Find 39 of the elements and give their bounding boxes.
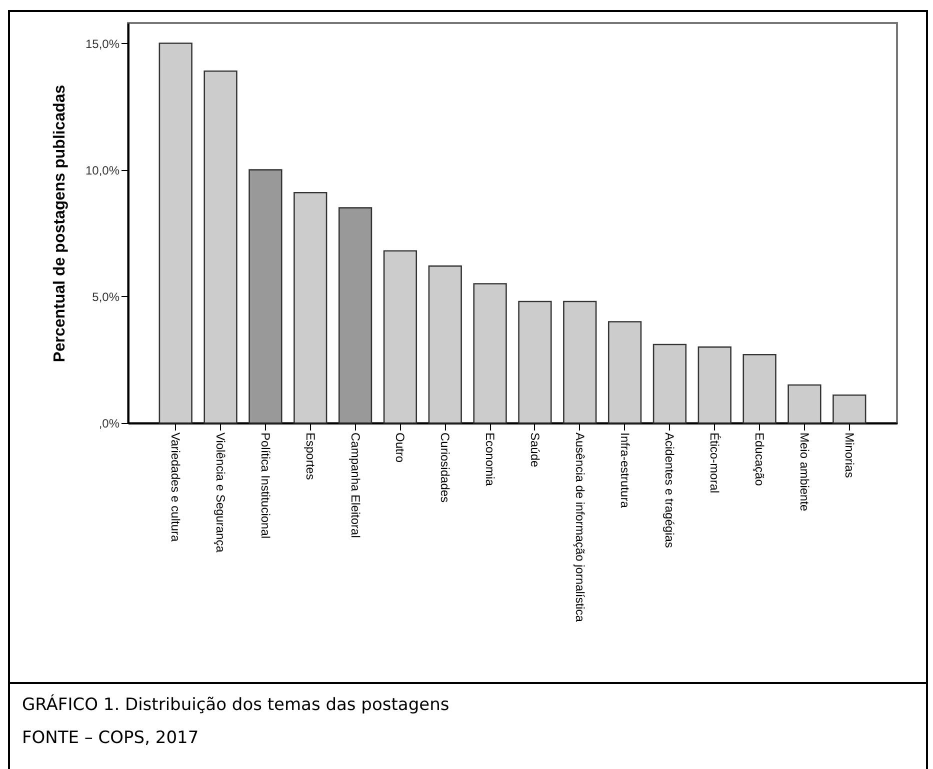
bar xyxy=(204,70,238,424)
bar xyxy=(788,384,822,424)
bar xyxy=(608,321,642,424)
y-tick-label: ,0% xyxy=(98,416,120,430)
text: GRÁFICO 1. Distribuição dos temas das postagens xyxy=(22,693,450,717)
x-tick-label: Outro xyxy=(393,432,408,463)
x-tick-label: Ausência de informação jornalística xyxy=(572,432,587,622)
bar xyxy=(294,192,328,424)
bar xyxy=(338,207,372,424)
y-tick-label: 5,0% xyxy=(92,290,120,304)
x-tick-label: Curiosidades xyxy=(438,432,452,503)
x-tick-label: Campanha Eleitoral xyxy=(348,432,362,538)
bar xyxy=(248,169,282,424)
x-tick-label: Economia xyxy=(483,432,498,486)
bar xyxy=(563,300,597,424)
x-tick-label: Infra-estrutura xyxy=(618,432,632,508)
x-tick-label: Educação xyxy=(752,432,767,486)
x-tick-label: Minorias xyxy=(842,432,856,478)
y-tick-label: 15,0% xyxy=(85,36,120,51)
source-note: FONTE – COPS, 2017 xyxy=(22,727,200,750)
x-tick-label: Esportes xyxy=(303,432,318,480)
y-tick-label: 10,0% xyxy=(85,163,120,178)
bar xyxy=(698,346,732,424)
x-tick-label: Ético-moral xyxy=(708,432,722,494)
bar xyxy=(383,250,418,424)
bar xyxy=(652,344,687,424)
bar xyxy=(158,42,192,424)
x-tick-label: Variedades e cultura xyxy=(168,432,183,542)
bar xyxy=(742,354,776,424)
bar xyxy=(428,265,462,424)
x-tick-label: Meio ambiente xyxy=(797,432,812,512)
x-tick-label: Violência e Segurança xyxy=(214,432,228,553)
bar xyxy=(473,283,507,424)
x-tick-label: Acidentes e tragégias xyxy=(662,432,677,548)
x-tick-label: Saúde xyxy=(528,432,542,468)
y-axis-title: Percentual de postagens publicadas xyxy=(51,84,68,362)
bar xyxy=(518,300,552,424)
bar xyxy=(832,394,866,424)
x-tick-label: Política Institucional xyxy=(258,432,272,539)
